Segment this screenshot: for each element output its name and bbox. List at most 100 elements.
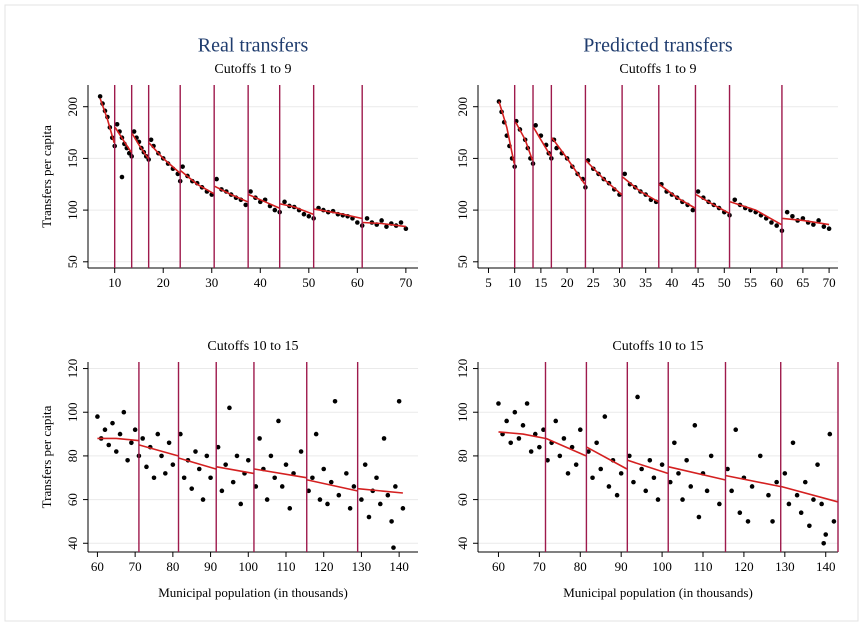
point (306, 488, 311, 494)
point (163, 471, 168, 476)
point (131, 129, 137, 134)
x-tick-label: 30 (205, 275, 218, 290)
y-tick-label: 120 (65, 359, 80, 379)
point (798, 510, 804, 515)
point (215, 444, 221, 450)
point (757, 453, 763, 459)
point (317, 497, 323, 502)
point (614, 492, 620, 498)
point (359, 497, 364, 502)
point (355, 220, 360, 225)
point (282, 199, 287, 205)
point (102, 427, 108, 433)
point (524, 401, 530, 406)
point (784, 209, 790, 215)
y-tick-label: 50 (65, 255, 80, 268)
point (520, 423, 526, 428)
y-tick-label: 200 (455, 97, 470, 117)
point (132, 427, 138, 433)
y-tick-label: 200 (65, 97, 80, 117)
fit-line (99, 98, 407, 228)
x-tick-label: 80 (574, 559, 587, 574)
point (790, 440, 796, 446)
point (344, 471, 349, 476)
point (325, 501, 330, 507)
point (398, 220, 404, 225)
x-tick-label: 60 (91, 559, 104, 574)
point (178, 431, 183, 437)
point (377, 501, 383, 507)
point (200, 497, 206, 502)
y-tick-label: 80 (65, 449, 80, 462)
point (114, 121, 120, 127)
x-tick-label: 70 (129, 559, 142, 574)
x-tick-label: 20 (157, 275, 170, 290)
x-tick-label: 110 (276, 559, 295, 574)
point (770, 519, 775, 524)
point (749, 484, 755, 489)
x-tick-label: 40 (665, 275, 678, 290)
point (807, 523, 812, 529)
point (790, 214, 795, 219)
point (676, 471, 681, 476)
point (541, 427, 546, 433)
point (384, 224, 389, 229)
point (234, 453, 240, 459)
point (227, 405, 232, 411)
y-tick-label: 100 (65, 200, 80, 220)
y-tick-label: 40 (455, 537, 470, 550)
y-tick-label: 60 (65, 493, 80, 506)
panel-subtitle: Cutoffs 10 to 15 (612, 339, 703, 354)
point (336, 492, 342, 498)
point (561, 436, 567, 441)
point (737, 510, 743, 515)
point (148, 137, 154, 143)
point (802, 479, 808, 485)
point (117, 431, 123, 437)
point (774, 223, 779, 228)
point (557, 453, 563, 459)
point (496, 401, 501, 406)
point (106, 442, 112, 448)
point (618, 471, 624, 476)
figure-frame (4, 4, 859, 622)
point (816, 218, 821, 223)
x-tick-label: 45 (692, 275, 705, 290)
point (253, 484, 259, 489)
x-tick-label: 5 (485, 275, 492, 290)
point (301, 211, 307, 217)
fit-line (97, 437, 403, 494)
point (381, 436, 387, 441)
point (245, 457, 251, 463)
point (181, 475, 187, 481)
point (291, 471, 296, 476)
point (119, 174, 125, 180)
point (545, 457, 550, 463)
point (362, 462, 368, 467)
point (248, 189, 253, 194)
point (774, 479, 779, 485)
point (166, 440, 172, 446)
x-tick-label: 100 (239, 559, 259, 574)
x-tick-label: 130 (775, 559, 795, 574)
point (257, 436, 262, 441)
point (219, 488, 225, 494)
point (328, 479, 334, 485)
point (786, 501, 792, 507)
point (391, 545, 396, 550)
point (364, 216, 370, 221)
point (332, 399, 338, 404)
x-tick-label: 90 (204, 559, 217, 574)
point (696, 514, 702, 520)
point (643, 488, 649, 494)
point (512, 409, 518, 415)
x-tick-label: 40 (254, 275, 267, 290)
point (794, 492, 800, 498)
point (672, 440, 677, 446)
y-tick-label: 60 (455, 493, 470, 506)
point (745, 519, 751, 524)
point (733, 427, 739, 433)
point (704, 488, 710, 494)
x-tick-label: 120 (314, 559, 334, 574)
